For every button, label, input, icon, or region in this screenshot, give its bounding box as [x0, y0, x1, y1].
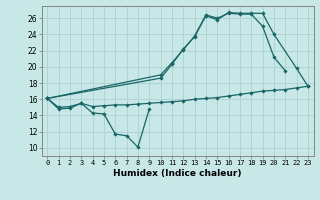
X-axis label: Humidex (Indice chaleur): Humidex (Indice chaleur)	[113, 169, 242, 178]
